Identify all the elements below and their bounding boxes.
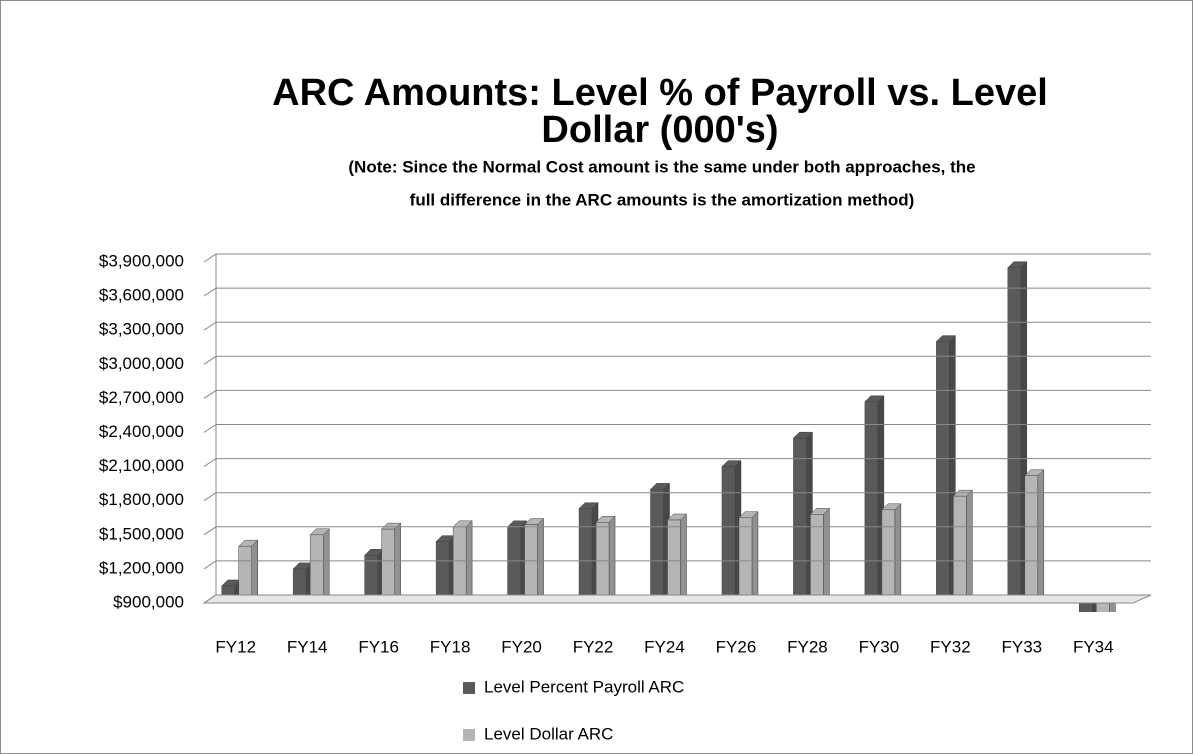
- x-tick-label: FY18: [430, 637, 471, 656]
- x-tick-label: FY33: [1001, 637, 1042, 656]
- legend-label: Level Percent Payroll ARC: [484, 677, 684, 696]
- x-tick-label: FY32: [930, 637, 971, 656]
- x-tick-label: FY20: [501, 637, 542, 656]
- grid-line: [203, 287, 1151, 297]
- bar: [864, 401, 879, 604]
- bar-side: [1037, 469, 1045, 604]
- grid-line: [203, 253, 1151, 263]
- legend-label: Level Dollar ARC: [484, 724, 613, 743]
- legend-swatch: [463, 729, 475, 741]
- bar-side: [465, 520, 473, 604]
- bar-side: [751, 511, 759, 604]
- x-tick-label: FY22: [573, 637, 614, 656]
- bar: [793, 437, 807, 604]
- bar: [1024, 475, 1039, 604]
- bar: [238, 545, 252, 604]
- bar: [953, 495, 967, 604]
- bar: [595, 522, 610, 604]
- bar: [452, 526, 467, 604]
- bar: [738, 517, 753, 604]
- x-tick-label: FY24: [644, 637, 685, 656]
- bar: [721, 466, 736, 604]
- bar-side: [394, 522, 401, 604]
- x-tick-label: FY26: [716, 637, 757, 656]
- bar: [810, 514, 824, 604]
- grid-line: [203, 389, 1151, 399]
- x-tick-label: FY28: [787, 637, 828, 656]
- bar: [309, 534, 324, 604]
- x-tick-label: FY14: [287, 637, 328, 656]
- legend-swatch: [463, 682, 475, 694]
- y-tick-label: $1,500,000: [99, 524, 184, 543]
- x-tick-label: FY34: [1073, 637, 1114, 656]
- grid-line: [203, 355, 1151, 365]
- y-tick-label: $2,400,000: [99, 422, 184, 441]
- chart-title: ARC Amounts: Level % of Payroll vs. Leve…: [272, 72, 1048, 114]
- bar-side: [894, 503, 902, 604]
- y-tick-label: $2,100,000: [99, 456, 184, 475]
- bar-side: [251, 539, 258, 604]
- bar: [524, 524, 538, 604]
- x-tick-label: FY30: [859, 637, 900, 656]
- bar: [578, 508, 593, 604]
- bar: [507, 526, 521, 604]
- chart-subtitle: (Note: Since the Normal Cost amount is t…: [348, 157, 975, 176]
- bar: [667, 519, 681, 604]
- grid-line: [203, 321, 1151, 331]
- bar-side: [680, 513, 687, 604]
- y-tick-label: $1,200,000: [99, 558, 184, 577]
- y-tick-label: $900,000: [113, 592, 184, 611]
- y-tick-label: $2,700,000: [99, 388, 184, 407]
- chart-title: Dollar (000's): [541, 109, 778, 151]
- grid-line: [203, 492, 1151, 502]
- chart-subtitle: full difference in the ARC amounts is th…: [410, 190, 915, 209]
- y-tick-label: $1,800,000: [99, 490, 184, 509]
- plot: [221, 261, 1116, 612]
- y-tick-label: $3,300,000: [99, 320, 184, 339]
- bar: [936, 341, 950, 604]
- bar: [881, 509, 896, 604]
- y-tick-label: $3,000,000: [99, 354, 184, 373]
- x-tick-label: FY12: [215, 637, 256, 656]
- bar-side: [966, 489, 973, 604]
- grid-line: [203, 526, 1151, 536]
- bar: [381, 528, 395, 604]
- bar: [1007, 267, 1022, 604]
- bar: [650, 489, 664, 604]
- grid-line: [203, 424, 1151, 433]
- grid-line: [203, 560, 1151, 570]
- bar-side: [322, 528, 330, 604]
- bar: [435, 541, 450, 604]
- y-tick-label: $3,900,000: [99, 251, 184, 270]
- x-tick-label: FY16: [358, 637, 399, 656]
- y-tick-label: $3,600,000: [99, 286, 184, 305]
- floor: [202, 594, 1152, 604]
- grid-line: [203, 594, 1151, 604]
- bar-side: [608, 515, 616, 604]
- bar-side: [823, 507, 830, 604]
- grid-line: [203, 458, 1151, 468]
